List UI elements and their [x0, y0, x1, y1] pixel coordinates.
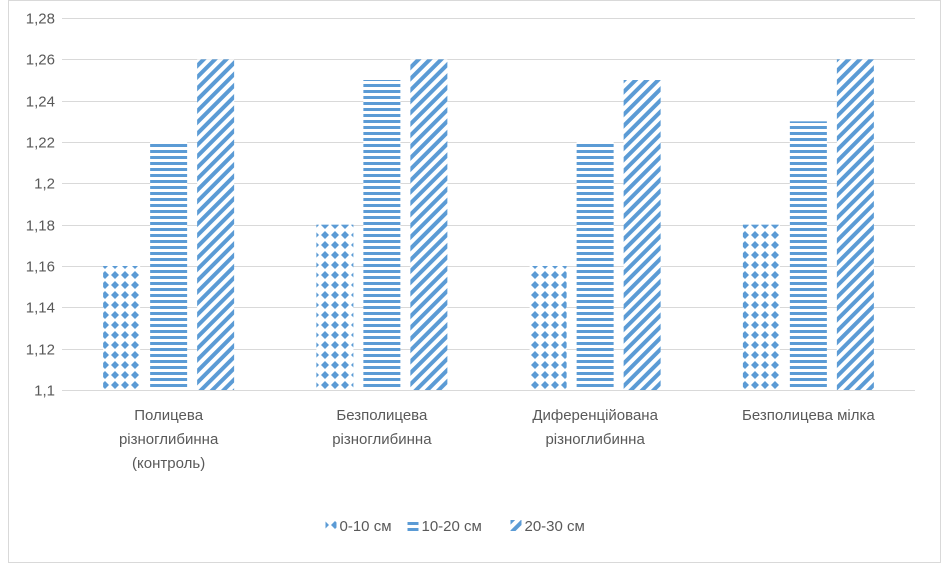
x-category-label: Полицева — [134, 407, 203, 424]
legend-item: 20-30 см — [510, 518, 585, 535]
bar — [316, 224, 354, 390]
legend-label: 20-30 см — [525, 518, 585, 535]
legend-item: 10-20 см — [407, 518, 482, 535]
y-tick-label: 1,22 — [26, 135, 55, 152]
x-axis-categories: Полицева різноглибинна (контроль) Безполице… — [119, 407, 875, 472]
x-category-label: Безполицева — [336, 407, 428, 424]
x-category-label: різноглибинна — [332, 431, 432, 448]
bars — [103, 59, 874, 390]
y-tick-label: 1,2 — [34, 176, 55, 193]
grid-lines — [62, 18, 915, 391]
y-axis-ticks: 1,1 1,12 1,14 1,16 1,18 1,2 1,22 1,24 1,26 1,28 — [26, 11, 55, 400]
bar — [197, 59, 235, 390]
legend-swatch — [325, 520, 337, 531]
legend-label: 0-10 см — [340, 518, 392, 535]
legend: 0-10 см 10-20 см 20-30 см — [325, 518, 585, 535]
y-tick-label: 1,24 — [26, 94, 55, 111]
bar — [789, 121, 827, 390]
legend-label: 10-20 см — [422, 518, 482, 535]
chart-border — [8, 0, 941, 563]
y-tick-label: 1,26 — [26, 52, 55, 69]
bar — [576, 142, 614, 390]
y-tick-label: 1,16 — [26, 259, 55, 276]
bar — [363, 80, 401, 390]
bar — [836, 59, 874, 390]
y-tick-label: 1,1 — [34, 383, 55, 400]
legend-item: 0-10 см — [325, 518, 392, 535]
bar — [529, 266, 567, 390]
bar — [410, 59, 448, 390]
x-category-label: Диференційована — [532, 407, 658, 424]
x-category-label: різноглибинна — [119, 431, 219, 448]
y-tick-label: 1,12 — [26, 342, 55, 359]
y-tick-label: 1,28 — [26, 11, 55, 28]
bar — [150, 142, 188, 390]
bar — [623, 80, 661, 390]
bar — [742, 224, 780, 390]
y-tick-label: 1,14 — [26, 300, 55, 317]
legend-swatch — [407, 520, 419, 531]
y-tick-label: 1,18 — [26, 218, 55, 235]
x-category-label: Безполицева мілка — [742, 407, 875, 424]
x-category-label: (контроль) — [132, 455, 205, 472]
bar — [103, 266, 141, 390]
legend-swatch — [510, 520, 522, 531]
x-category-label: різноглибинна — [545, 431, 645, 448]
